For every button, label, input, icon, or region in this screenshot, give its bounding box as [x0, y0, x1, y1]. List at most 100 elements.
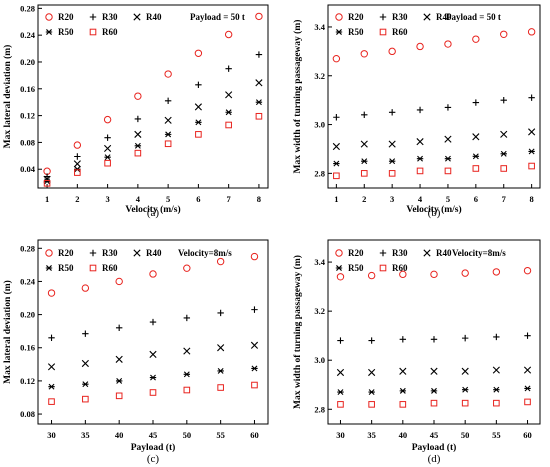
x-tick-label: 8 [530, 194, 534, 204]
legend-marker [379, 249, 387, 257]
legend-label: R30 [102, 12, 118, 22]
data-point [461, 399, 469, 407]
data-point [217, 309, 224, 317]
x-tick-label: 35 [367, 430, 376, 440]
x-tick-label: 40 [115, 430, 124, 440]
legend-label: R20 [348, 248, 364, 258]
data-point [361, 158, 368, 165]
data-point [500, 150, 507, 157]
data-point [217, 384, 224, 391]
series-r30 [333, 94, 535, 121]
x-tick-label: 7 [227, 194, 232, 204]
legend-marker [45, 249, 53, 257]
data-point [500, 130, 508, 138]
data-point [134, 142, 142, 149]
data-point [134, 149, 142, 157]
legend-marker [45, 13, 53, 21]
x-tick-label: 45 [149, 430, 158, 440]
data-point [368, 401, 375, 408]
y-axis-title: Max lateral deviation (m) [2, 45, 13, 149]
data-point [82, 395, 89, 403]
series-r20 [47, 252, 259, 297]
data-point [492, 366, 500, 374]
x-axis-title: Payload (t) [131, 442, 176, 453]
data-point [399, 367, 407, 375]
panel-label: (c) [147, 453, 160, 465]
legend-label: R60 [392, 27, 408, 37]
data-point [164, 70, 172, 78]
annotation: Payload = 50 t [446, 12, 501, 22]
legend-label: R40 [436, 12, 452, 22]
data-point [360, 170, 368, 177]
data-point [361, 111, 368, 118]
data-point [149, 350, 157, 358]
panel-label: (b) [428, 207, 441, 219]
data-point [416, 106, 424, 114]
data-point [104, 154, 111, 161]
data-point [336, 368, 345, 377]
data-point [183, 264, 191, 272]
data-point [74, 153, 81, 160]
data-point [523, 266, 532, 275]
plot-frame [37, 4, 269, 189]
chart-panel-b: 1 2 3 4 5 6 7 8 2.8 3.0 3.2 3.4 Velocity (m/s) Max wi… [292, 4, 541, 219]
legend-marker [133, 249, 141, 257]
data-point [81, 284, 90, 292]
data-point [472, 153, 480, 160]
legend-label: R20 [348, 12, 364, 22]
y-tick-label: 0.24 [20, 30, 36, 40]
data-point [225, 109, 232, 116]
data-point [444, 167, 452, 175]
series-r20 [336, 266, 532, 281]
legend: R20 R30 R40 R50 R60 [335, 248, 452, 273]
series-r60 [43, 112, 263, 187]
y-tick-label: 0.24 [20, 276, 36, 286]
data-point [104, 144, 112, 153]
x-axis-title: Velocity (m/s) [406, 204, 461, 215]
x-axis-title: Velocity (m/s) [125, 204, 180, 215]
data-point [255, 12, 263, 21]
y-axis-title: Max width of turning passageway (m) [292, 20, 303, 174]
data-point [183, 314, 191, 322]
data-point [399, 270, 407, 279]
series-r50 [48, 365, 258, 390]
data-point [416, 138, 424, 146]
data-point [103, 115, 112, 124]
legend-marker [335, 265, 343, 271]
data-point [183, 371, 191, 378]
legend-label: R30 [102, 248, 118, 258]
data-point [225, 121, 232, 129]
series-r30 [337, 332, 531, 344]
data-point [115, 277, 123, 286]
data-point [224, 30, 233, 39]
data-point [444, 104, 452, 111]
legend-marker [45, 265, 53, 271]
legend: R20 R30 R40 R50 R60 [45, 248, 162, 273]
x-tick-label: 5 [166, 194, 170, 204]
data-point [134, 92, 142, 100]
data-point [528, 94, 535, 101]
data-point [444, 40, 452, 48]
data-point [195, 119, 202, 126]
legend-marker [423, 249, 431, 257]
y-tick-label: 0.08 [20, 137, 35, 147]
data-point [367, 271, 376, 280]
legend-label: R20 [58, 248, 74, 258]
data-point [250, 252, 259, 261]
series-r40 [47, 341, 259, 371]
data-point [388, 47, 396, 56]
data-point [336, 273, 345, 281]
legend-label: R30 [392, 12, 408, 22]
data-point [528, 128, 536, 136]
data-point [149, 374, 157, 381]
data-point [430, 336, 438, 343]
series-r60 [48, 381, 258, 405]
legend-label: R50 [348, 263, 364, 273]
y-tick-label: 0.28 [20, 3, 35, 13]
legend-marker [89, 249, 97, 257]
data-point [524, 332, 531, 339]
x-tick-label: 1 [334, 194, 338, 204]
series-r30 [48, 306, 258, 342]
data-point [337, 401, 344, 408]
